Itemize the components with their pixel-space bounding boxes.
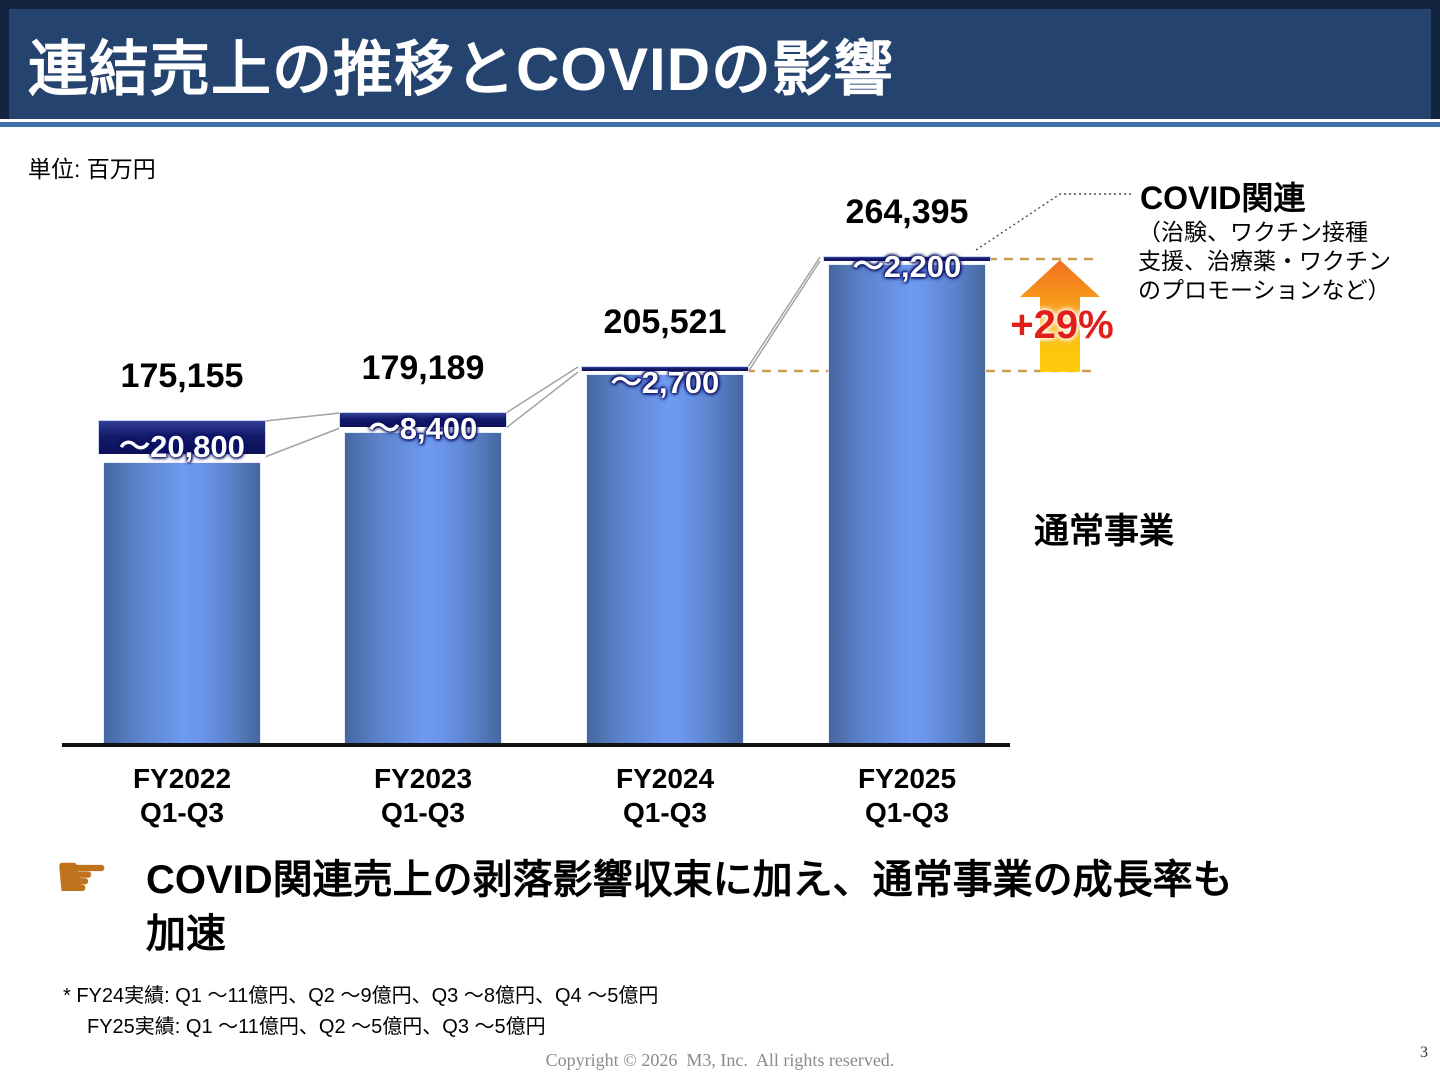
category-quarters: Q1-Q3 <box>864 797 950 828</box>
normal-business-segment <box>828 264 986 745</box>
category-quarters: Q1-Q3 <box>622 797 708 828</box>
unit-label: 単位: 百万円 <box>28 156 156 182</box>
covid-segment <box>823 256 991 262</box>
growth-percentage-label: +29% <box>1010 303 1114 347</box>
bar-fy2024: ～2,700 205,521 FY2024 Q1-Q3 <box>581 303 749 828</box>
normal-business-label: 通常事業 <box>1034 512 1175 551</box>
covid-segment-label: ～8,400 <box>368 411 478 446</box>
covid-leader-dotted-line <box>975 193 1134 251</box>
covid-annotation-detail: （治験、ワクチン接種 支援、治療薬・ワクチン のプロモーションなど） <box>1138 218 1391 305</box>
copyright-text: Copyright © 2026 M3, Inc. All rights res… <box>545 1050 895 1070</box>
covid-annotation-heading: COVID関連 <box>1140 180 1306 216</box>
page-title: 連結売上の推移とCOVIDの影響 <box>28 35 895 103</box>
normal-business-segment <box>103 462 261 745</box>
footnote-line: FY25実績: Q1 ～11億円、Q2 ～5億円、Q3 ～5億円 <box>87 1016 546 1038</box>
category-year: FY2022 <box>132 763 232 794</box>
covid-detail-line: （治験、ワクチン接種 <box>1138 219 1368 245</box>
category-year: FY2024 <box>615 763 715 794</box>
normal-business-segment <box>586 374 744 745</box>
covid-segment <box>98 420 266 457</box>
covid-detail-line: 支援、治療薬・ワクチン <box>1138 248 1391 274</box>
bar-total-label: 175,155 <box>120 357 244 395</box>
header-accent-line <box>0 122 1440 127</box>
covid-segment <box>339 412 507 429</box>
pointing-hand-icon: ☛ <box>54 840 110 913</box>
key-message-line1: COVID関連売上の剥落影響収束に加え、通常事業の成長率も <box>146 858 1233 902</box>
covid-detail-line: のプロモーションなど） <box>1138 277 1391 303</box>
x-axis-line <box>62 743 1010 747</box>
bar-fy2022: ～20,800 175,155 FY2022 Q1-Q3 <box>98 357 266 828</box>
bar-total-label: 179,189 <box>361 349 485 387</box>
category-label: FY2022 Q1-Q3 <box>133 762 231 830</box>
covid-segment-label: ～20,800 <box>119 429 245 464</box>
bar-total-label: 205,521 <box>603 303 727 341</box>
category-quarters: Q1-Q3 <box>380 797 466 828</box>
category-quarters: Q1-Q3 <box>139 797 225 828</box>
covid-segment-label: ～2,200 <box>852 249 962 284</box>
covid-segment <box>581 366 749 372</box>
bar-total-label: 264,395 <box>845 193 969 231</box>
covid-segment-label: ～2,700 <box>610 365 720 400</box>
category-year: FY2025 <box>857 763 957 794</box>
category-year: FY2023 <box>373 763 473 794</box>
bar-fy2025: ～2,200 264,395 FY2025 Q1-Q3 <box>823 193 991 828</box>
category-label: FY2023 Q1-Q3 <box>374 762 472 830</box>
key-message-line2: 加速 <box>146 912 226 956</box>
category-label: FY2024 Q1-Q3 <box>616 762 714 830</box>
category-label: FY2025 Q1-Q3 <box>858 762 956 830</box>
page-number: 3 <box>1420 1044 1428 1061</box>
key-message: COVID関連売上の剥落影響収束に加え、通常事業の成長率も 加速 <box>146 853 1376 961</box>
normal-business-segment <box>344 432 502 745</box>
footnotes: * FY24実績: Q1 ～11億円、Q2 ～9億円、Q3 ～8億円、Q4 ～5… <box>63 981 658 1043</box>
footnote-line: * FY24実績: Q1 ～11億円、Q2 ～9億円、Q3 ～8億円、Q4 ～5… <box>63 985 659 1007</box>
slide-header: 連結売上の推移とCOVIDの影響 <box>0 0 1440 119</box>
bar-fy2023: ～8,400 179,189 FY2023 Q1-Q3 <box>339 349 507 828</box>
